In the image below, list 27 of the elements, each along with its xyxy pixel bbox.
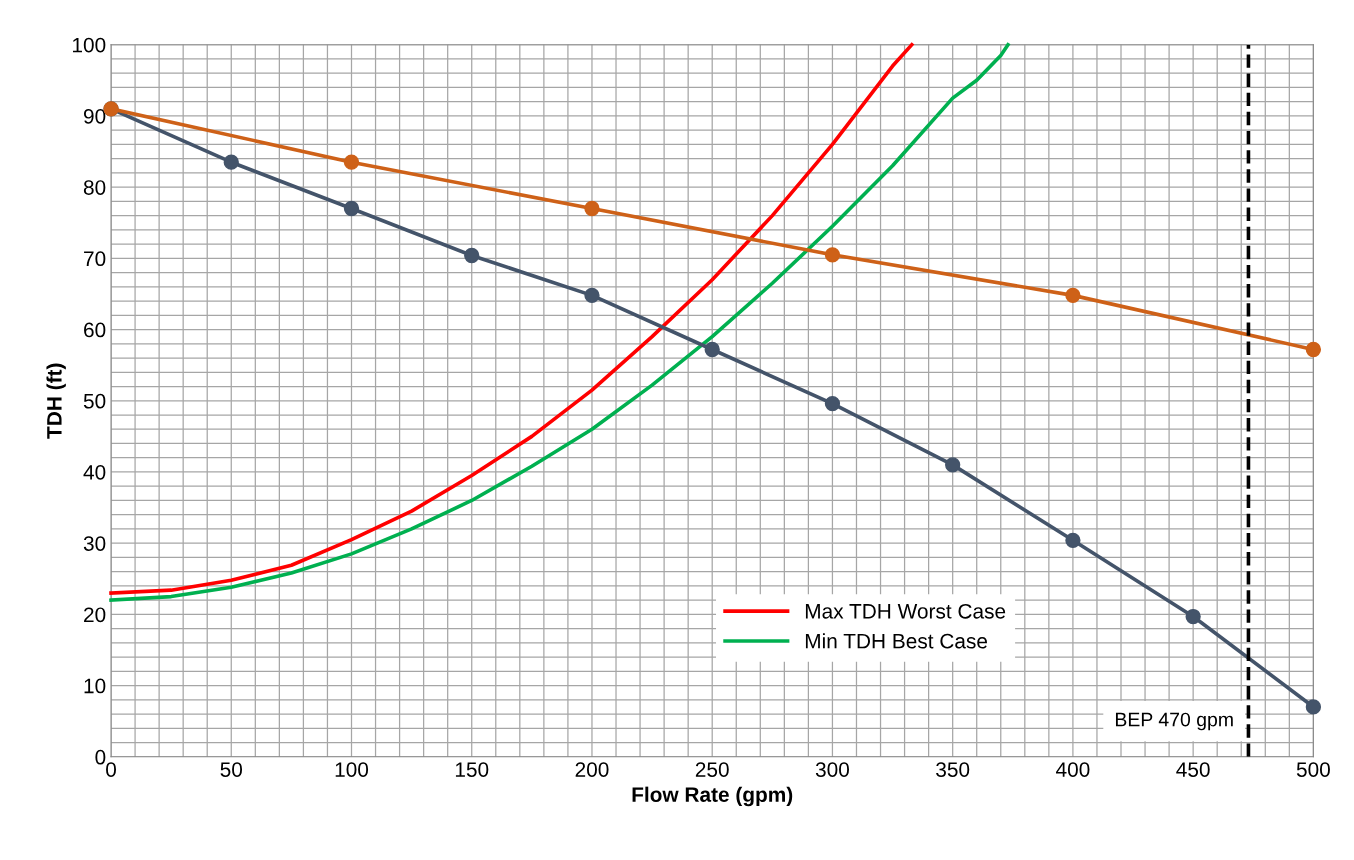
- y-tick-label: 100: [73, 37, 106, 53]
- x-tick-label: 450: [1176, 762, 1210, 777]
- y-tick-label: 90: [83, 108, 106, 124]
- y-tick-label: 60: [84, 322, 106, 338]
- legend-label: Min TDH Best Case: [805, 633, 988, 649]
- legend-label: Max TDH Worst Case: [805, 603, 1006, 619]
- ref-line-label: BEP 470 gpm: [1115, 712, 1233, 731]
- x-tick-label: 500: [1296, 762, 1330, 777]
- x-tick-label: 300: [815, 762, 850, 777]
- x-tick-label: 100: [335, 762, 369, 777]
- y-tick-label: 80: [83, 180, 106, 195]
- y-tick-label: 10: [84, 678, 106, 694]
- y-tick-label: 30: [83, 536, 106, 551]
- x-tick-label: 250: [695, 762, 729, 777]
- x-tick-label: 150: [455, 762, 489, 777]
- x-axis-title: Flow Rate (gpm): [632, 786, 793, 807]
- x-tick-label: 0: [106, 762, 117, 777]
- y-axis-title: TDH (ft): [46, 363, 66, 439]
- y-tick-label: 70: [84, 251, 106, 267]
- y-tick-label: 40: [83, 464, 106, 480]
- x-tick-label: 400: [1056, 762, 1090, 777]
- x-tick-label: 200: [575, 762, 609, 777]
- x-tick-label: 350: [936, 762, 970, 777]
- y-tick-label: 50: [83, 393, 106, 409]
- y-tick-label: 20: [84, 607, 106, 623]
- y-tick-label: 0: [95, 749, 106, 765]
- x-tick-label: 50: [220, 762, 243, 777]
